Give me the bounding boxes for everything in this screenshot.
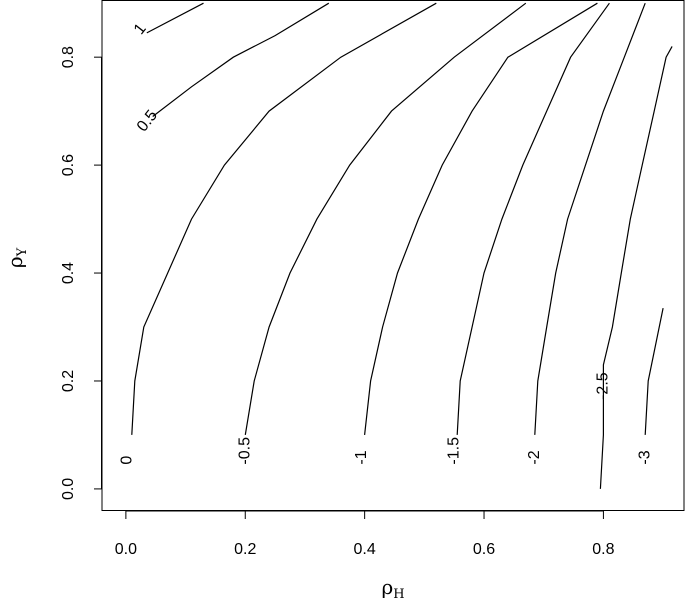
contour-level-label: 0 — [118, 456, 135, 465]
contour-line — [131, 2, 437, 435]
y-tick-label: 0.2 — [60, 370, 77, 392]
x-tick-label: 0.8 — [592, 541, 614, 558]
contour-level-label: 0.5 — [134, 107, 161, 135]
contour-level-label: -1 — [353, 450, 370, 464]
x-tick-label: 0.2 — [234, 541, 256, 558]
x-tick-label: 0.6 — [473, 541, 495, 558]
contour-lines — [131, 2, 673, 489]
y-axis-label: ρY — [3, 247, 30, 268]
contour-line — [152, 2, 330, 117]
y-tick-label: 0.4 — [60, 262, 77, 284]
contour-level-label: -3 — [636, 450, 653, 464]
contour-line — [364, 2, 598, 435]
contour-level-label: -2.5 — [595, 372, 612, 400]
x-tick-label: 0.4 — [354, 541, 376, 558]
y-axis: 0.0 0.2 0.4 0.6 0.8 — [60, 46, 102, 500]
x-axis: 0.0 0.2 0.4 0.6 0.8 — [115, 510, 615, 558]
contour-line — [244, 2, 527, 435]
contour-level-label: -2 — [526, 450, 543, 464]
contour-line — [456, 2, 610, 435]
contour-line — [146, 2, 204, 34]
contour-labels: 1 0.5 0 -0.5 -1 -1.5 -2 -2.5 -3 — [118, 20, 653, 464]
contour-line — [599, 46, 673, 489]
contour-line — [534, 2, 646, 435]
contour-level-label: -0.5 — [237, 437, 254, 465]
y-tick-label: 0.0 — [60, 478, 77, 500]
contour-level-label: -1.5 — [445, 437, 462, 465]
contour-line — [644, 307, 664, 435]
x-tick-label: 0.0 — [115, 541, 137, 558]
y-tick-label: 0.8 — [60, 46, 77, 68]
contour-level-label: 1 — [131, 20, 150, 38]
x-axis-label: ρH — [381, 575, 404, 602]
y-tick-label: 0.6 — [60, 154, 77, 176]
plot-frame — [101, 0, 685, 511]
